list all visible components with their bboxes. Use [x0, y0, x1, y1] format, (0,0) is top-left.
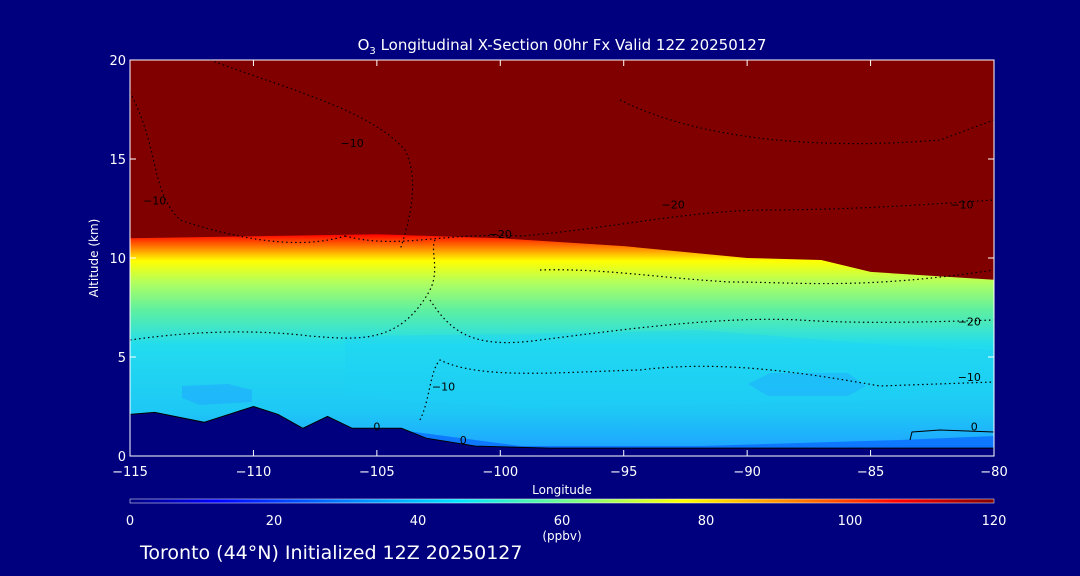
- contour-label-3: −20: [661, 199, 684, 212]
- colorbar-tick-label-3: 60: [554, 514, 571, 529]
- low-ozone-patch-west: [182, 384, 252, 405]
- colorbar-ticks: 0 20 40 60 80 100 120: [126, 514, 1007, 529]
- contour-label-1: −10: [341, 137, 364, 150]
- plot-area: −10 −10 −20 −20 −10 −20 −10 −10 0 0 0: [130, 60, 994, 456]
- colorbar-tick-label-0: 0: [126, 514, 134, 529]
- y-tick-label-2: 10: [109, 252, 126, 267]
- y-tick-label-4: 20: [109, 54, 126, 69]
- x-tick-label-6: −85: [857, 465, 884, 480]
- chart-title: O3 Longitudinal X-Section 00hr Fx Valid …: [358, 36, 767, 57]
- colorbar-tick-label-5: 100: [838, 514, 863, 529]
- y-tick-label-1: 5: [118, 351, 126, 366]
- contour-line-3: [344, 199, 994, 243]
- contour-label-10: 0: [971, 420, 978, 433]
- x-tick-label-4: −95: [610, 465, 637, 480]
- x-tick-label-3: −100: [482, 465, 518, 480]
- colorbar-tick-label-2: 40: [410, 514, 427, 529]
- colorbar-tick-label-6: 120: [982, 514, 1007, 529]
- x-tick-label-7: −80: [980, 465, 1007, 480]
- contour-label-9: 0: [460, 434, 467, 447]
- contour-line-8: [539, 269, 994, 285]
- low-ozone-patch-east: [748, 373, 866, 396]
- colorbar-gradient: [129, 498, 995, 504]
- y-axis: 0 5 10 15 20: [109, 54, 994, 465]
- x-tick-label-1: −110: [236, 465, 272, 480]
- colorbar-unit: (ppbv): [542, 529, 581, 543]
- contour-line-1: [130, 91, 346, 244]
- troposphere-field: [130, 234, 994, 456]
- surface-contour-line: [909, 429, 994, 441]
- y-axis-label: Altitude (km): [87, 219, 101, 298]
- x-axis-label: Longitude: [532, 483, 592, 497]
- x-axis: −115 −110 −105 −100 −95 −90 −85 −80: [112, 60, 1008, 480]
- colorbar: 0 20 40 60 80 100 120 (ppbv): [126, 498, 1007, 543]
- contour-label-2: −20: [489, 228, 512, 241]
- contour-label-5: −20: [958, 315, 981, 328]
- contour-label-7: −10: [432, 381, 455, 394]
- footer-caption: Toronto (44°N) Initialized 12Z 20250127: [140, 542, 523, 564]
- x-tick-label-2: −105: [359, 465, 395, 480]
- colorbar-tick-label-1: 20: [266, 514, 283, 529]
- contour-label-4: −10: [950, 199, 973, 212]
- contour-lines: [130, 60, 994, 421]
- terrain: [130, 405, 994, 456]
- y-tick-label-3: 15: [109, 153, 126, 168]
- x-tick-label-0: −115: [112, 465, 148, 480]
- x-tick-label-5: −90: [733, 465, 760, 480]
- colorbar-tick-label-4: 80: [698, 514, 715, 529]
- contour-label-8: 0: [373, 420, 380, 433]
- contour-label-6: −10: [958, 371, 981, 384]
- mid-ozone-band: [345, 330, 994, 408]
- contour-labels: −10 −10 −20 −20 −10 −20 −10 −10 0 0 0: [143, 137, 981, 447]
- y-tick-label-0: 0: [118, 450, 126, 465]
- contour-label-0: −10: [143, 195, 166, 208]
